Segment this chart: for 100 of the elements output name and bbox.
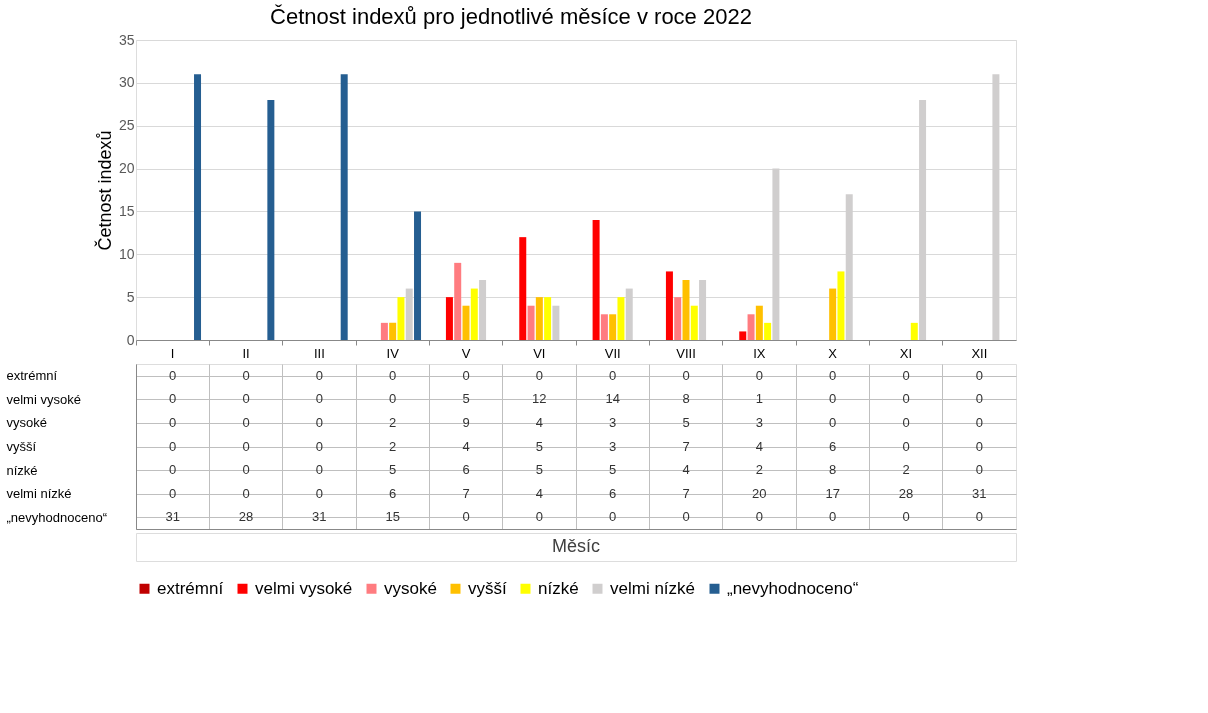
data-label: 5 bbox=[462, 391, 470, 407]
text: extrémní bbox=[6, 368, 58, 384]
data-label: 0 bbox=[169, 367, 177, 383]
legend-label: velmi vysoké bbox=[255, 578, 353, 598]
data-label: 5 bbox=[682, 414, 690, 430]
y-tick-label: 5 bbox=[126, 288, 135, 305]
legend-label: velmi nízké bbox=[610, 578, 696, 598]
data-label: 4 bbox=[755, 438, 763, 454]
bar bbox=[552, 305, 560, 340]
data-label: 0 bbox=[315, 485, 323, 501]
x-tick-label: VIII bbox=[676, 345, 696, 361]
legend-label: vyšší bbox=[468, 578, 507, 598]
data-label: 0 bbox=[169, 414, 177, 430]
bar bbox=[389, 322, 397, 340]
text: vyšší bbox=[6, 439, 37, 454]
data-label: 0 bbox=[682, 509, 690, 525]
data-label: 0 bbox=[902, 414, 910, 430]
x-tick-label: X bbox=[828, 345, 838, 361]
data-label: 0 bbox=[975, 462, 983, 478]
bar bbox=[267, 100, 275, 340]
bar bbox=[519, 237, 527, 340]
bar bbox=[414, 211, 422, 340]
data-label: 4 bbox=[535, 414, 543, 430]
legend-label: extrémní bbox=[157, 578, 224, 598]
data-label: 31 bbox=[165, 509, 180, 525]
data-label: 4 bbox=[462, 438, 470, 454]
data-label: 0 bbox=[169, 485, 177, 501]
bar bbox=[535, 297, 543, 340]
data-label: 3 bbox=[609, 414, 617, 430]
data-label: 0 bbox=[242, 438, 250, 454]
data-label: 1 bbox=[755, 391, 763, 407]
y-tick-label: 15 bbox=[118, 202, 135, 219]
data-label: 6 bbox=[462, 462, 470, 478]
data-label: 2 bbox=[389, 438, 397, 454]
data-label: 6 bbox=[829, 438, 837, 454]
data-label: 0 bbox=[535, 367, 543, 383]
y-tick-label: 30 bbox=[118, 74, 135, 91]
bar bbox=[682, 280, 690, 340]
data-label: 0 bbox=[609, 367, 617, 383]
chart-title: Četnost indexů pro jednotlivé měsíce v roce 2022 bbox=[270, 3, 752, 29]
bar bbox=[462, 305, 470, 340]
data-label: 0 bbox=[242, 462, 250, 478]
data-label: 4 bbox=[535, 485, 543, 501]
legend-label: nízké bbox=[538, 578, 579, 598]
x-tick-label: XII bbox=[971, 345, 988, 361]
x-tick-label: VII bbox=[604, 345, 621, 361]
bar bbox=[829, 288, 837, 340]
data-label: 0 bbox=[315, 438, 323, 454]
bar bbox=[747, 314, 755, 340]
bar bbox=[764, 322, 772, 340]
data-label: 28 bbox=[898, 485, 914, 501]
y-tick-label: 20 bbox=[118, 160, 135, 177]
data-label: 20 bbox=[752, 485, 767, 501]
data-label: 5 bbox=[535, 438, 543, 454]
data-label: 17 bbox=[825, 485, 840, 501]
data-label: 0 bbox=[242, 414, 250, 430]
bar bbox=[527, 305, 535, 340]
x-tick-label: IV bbox=[386, 345, 400, 361]
data-label: 0 bbox=[315, 391, 323, 407]
data-label: 0 bbox=[829, 414, 837, 430]
data-label: 7 bbox=[462, 485, 470, 501]
data-label: 0 bbox=[902, 367, 910, 383]
bar bbox=[674, 297, 682, 340]
bar bbox=[470, 288, 478, 340]
bar bbox=[454, 262, 462, 340]
text: vysoké bbox=[6, 415, 47, 431]
bar bbox=[194, 74, 202, 340]
x-tick-label: VI bbox=[533, 345, 546, 361]
bar bbox=[380, 322, 388, 340]
data-label: 0 bbox=[169, 391, 177, 407]
bar bbox=[445, 297, 453, 340]
data-label: 0 bbox=[902, 391, 910, 407]
data-label: 0 bbox=[682, 367, 690, 383]
data-label: 31 bbox=[972, 485, 987, 501]
data-label: 0 bbox=[169, 438, 177, 454]
text: velmi vysoké bbox=[6, 391, 81, 407]
text: „nevyhodnoceno“ bbox=[6, 509, 107, 525]
x-tick-label: III bbox=[313, 345, 325, 361]
data-label: 8 bbox=[682, 391, 690, 407]
data-label: 0 bbox=[829, 367, 837, 383]
bar bbox=[340, 74, 348, 340]
data-label: 0 bbox=[315, 462, 323, 478]
data-label: 0 bbox=[755, 509, 763, 525]
y-tick-label: 0 bbox=[126, 331, 135, 348]
data-label: 6 bbox=[389, 485, 397, 501]
x-tick-label: XI bbox=[899, 345, 913, 361]
data-label: 0 bbox=[169, 462, 177, 478]
data-label: 0 bbox=[315, 367, 323, 383]
data-label: 2 bbox=[755, 462, 763, 478]
bar bbox=[910, 322, 918, 340]
bar bbox=[544, 297, 552, 340]
data-label: 31 bbox=[312, 509, 327, 525]
data-label: 0 bbox=[462, 509, 470, 525]
y-tick-label: 25 bbox=[118, 117, 135, 134]
data-label: 0 bbox=[535, 509, 543, 525]
data-label: 0 bbox=[462, 367, 470, 383]
data-label: 5 bbox=[609, 462, 617, 478]
bar bbox=[665, 271, 673, 340]
bar bbox=[617, 297, 625, 340]
data-label: 0 bbox=[829, 391, 837, 407]
